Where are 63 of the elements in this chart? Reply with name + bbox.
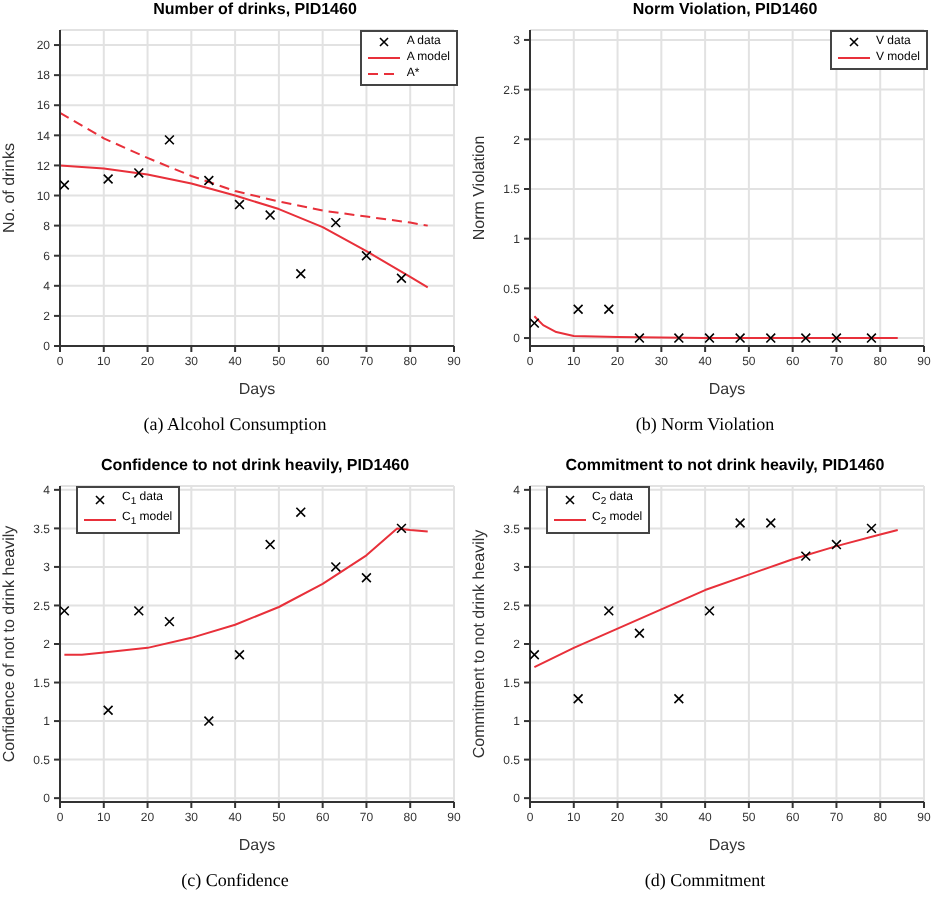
y-axis-title: Norm Violation — [469, 135, 488, 241]
text: (d) Commitment — [642, 870, 768, 890]
x-axis-title: Days — [708, 380, 746, 398]
point — [866, 332, 877, 344]
y-axis-title: Commitment to not drink heavily — [469, 529, 488, 759]
chart-title: Confidence to not drink heavily, PID1460 — [98, 456, 412, 478]
text: (c) Confidence — [179, 870, 291, 890]
point — [295, 268, 306, 279]
point — [60, 605, 70, 617]
point — [234, 199, 245, 210]
point — [203, 715, 215, 727]
point — [361, 250, 372, 261]
point — [264, 209, 276, 221]
line-series — [533, 528, 899, 669]
point — [133, 605, 144, 617]
chart-title: Number of drinks, PID1460 — [151, 0, 359, 22]
point — [734, 517, 746, 529]
point — [734, 332, 746, 344]
point — [396, 273, 407, 284]
x-axis-title: Days — [238, 380, 276, 398]
y-axis-title: No. of drinks — [0, 143, 18, 233]
point — [831, 332, 842, 344]
point — [634, 628, 645, 639]
point — [234, 649, 245, 660]
text: (a) Alcohol Consumption — [141, 414, 329, 434]
point — [603, 304, 614, 315]
point — [102, 173, 114, 185]
point — [634, 332, 645, 344]
point — [396, 523, 407, 534]
point — [164, 134, 175, 146]
point — [866, 523, 877, 534]
point — [603, 605, 614, 617]
point — [800, 550, 811, 562]
point — [530, 649, 540, 660]
point — [800, 332, 811, 344]
point — [164, 616, 175, 627]
point — [572, 693, 584, 704]
point — [831, 539, 842, 550]
point — [264, 539, 276, 550]
point — [102, 705, 114, 716]
point — [673, 332, 685, 344]
point — [673, 693, 685, 704]
text: (b) Norm Violation — [633, 414, 777, 434]
point — [572, 304, 584, 315]
line-series — [533, 315, 899, 340]
point — [133, 167, 144, 179]
point — [361, 572, 372, 583]
point — [330, 217, 341, 228]
point — [60, 179, 70, 191]
x-axis-title: Days — [708, 836, 746, 854]
point — [704, 605, 715, 617]
chart-title: Commitment to not drink heavily, PID1460 — [563, 456, 887, 478]
y-axis-title: Confidence of not to drink heavily — [0, 525, 18, 763]
x-axis-title: Days — [238, 836, 276, 854]
point — [295, 507, 306, 518]
point — [203, 175, 215, 186]
point — [330, 561, 341, 573]
line-series — [63, 527, 429, 656]
point — [765, 332, 776, 344]
point — [530, 317, 540, 329]
point — [765, 517, 776, 529]
point — [704, 332, 715, 344]
chart-title: Norm Violation, PID1460 — [630, 0, 820, 22]
